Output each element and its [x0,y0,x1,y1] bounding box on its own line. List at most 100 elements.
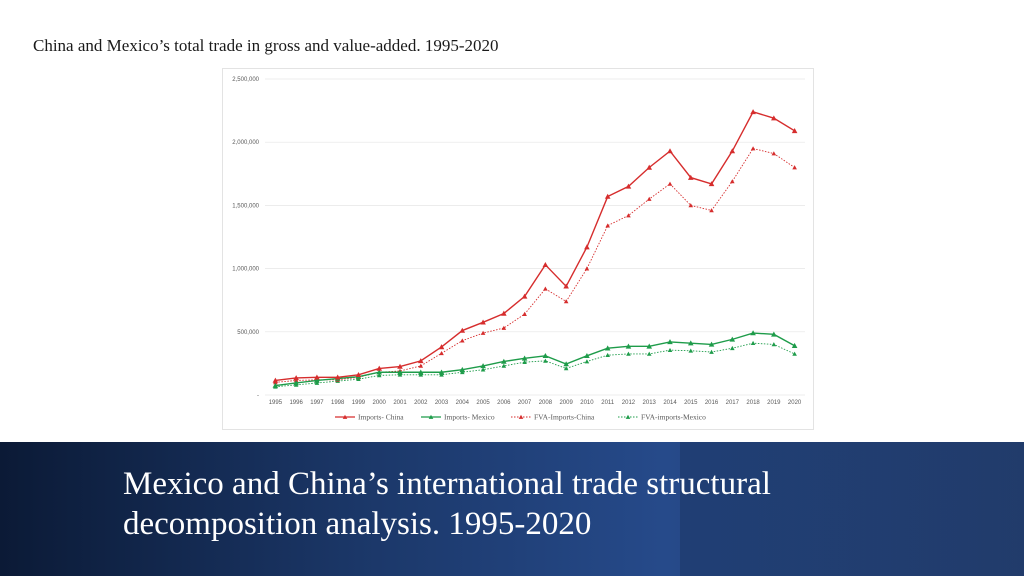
series-line [275,111,795,382]
data-point [584,353,590,359]
data-point [750,146,756,151]
x-tick-label: 2001 [393,400,407,406]
data-point [792,165,797,170]
data-point [293,380,299,386]
data-point [771,342,777,347]
legend-item-fva-imports-china: FVA-Imports-China [511,413,595,422]
data-point [542,353,549,359]
data-point [688,203,694,208]
x-tick-label: 2005 [476,400,490,406]
data-point [730,345,735,351]
data-point [480,363,486,369]
data-point [667,347,673,352]
data-point [376,369,383,375]
x-tick-label: 2002 [414,400,428,406]
data-point [646,164,653,170]
x-tick-label: 1997 [310,400,324,406]
legend-label: FVA-imports-Mexico [641,413,706,422]
slide-title: China and Mexico’s total trade in gross … [33,36,499,55]
data-point [709,208,714,213]
data-point [521,293,528,299]
series-line [275,332,795,387]
data-point [792,351,797,356]
data-point [626,213,631,218]
x-axis-ticks: 1995 1996 1997 1998 1999 2000 2001 2002 2003 2004… [269,400,802,406]
x-tick-label: 1999 [352,400,366,406]
data-point [314,377,320,383]
series-line [275,148,795,383]
x-tick-label: 2015 [684,400,698,406]
legend-label: Imports- Mexico [444,413,495,422]
data-point [480,319,486,325]
data-point [543,358,548,363]
gridlines [265,78,805,396]
series-fva-imports-china [273,146,797,385]
data-point [584,359,590,364]
x-tick-label: 2013 [643,400,657,406]
data-point [543,286,548,291]
series-imports-china [272,109,798,383]
data-point [460,338,465,343]
data-point [542,262,549,268]
x-tick-label: 2012 [622,400,636,406]
legend-marker [428,414,434,419]
data-point [439,350,444,356]
x-tick-label: 2003 [435,400,449,406]
x-tick-label: 1995 [269,400,283,406]
data-point [646,343,653,349]
series-line [275,342,795,388]
data-point [417,358,424,364]
data-point [667,181,673,186]
data-point [750,330,756,336]
x-tick-label: 2000 [373,400,387,406]
data-point [563,299,569,304]
data-point [272,377,279,383]
y-tick-label: - [257,393,259,399]
data-point [314,380,320,385]
data-point [563,283,569,289]
x-tick-label: 2019 [767,400,781,406]
x-tick-label: 2004 [456,400,470,406]
data-point [397,369,403,375]
data-point [272,382,279,388]
data-point [459,366,466,372]
x-tick-label: 2008 [539,400,553,406]
data-point [791,128,798,134]
data-point [729,336,736,342]
data-point [522,359,527,364]
data-point [522,311,527,316]
x-tick-label: 2009 [559,400,573,406]
data-point [667,339,673,345]
trade-line-chart: - 500,000 1,000,000 1,500,000 2,000,000 2,500… [232,77,805,422]
data-point [417,369,424,375]
x-tick-label: 2006 [497,400,511,406]
legend-marker [518,414,524,419]
data-point [418,363,424,368]
data-point [501,325,507,330]
data-point [791,342,798,348]
data-point [438,369,445,375]
data-point [750,340,756,346]
data-point [604,193,611,199]
title-banner: Mexico and China’s international trade s… [0,442,1024,576]
data-point [625,343,632,349]
series-lines [272,109,798,389]
data-point [460,369,465,375]
data-point [688,348,694,353]
y-tick-label: 1,500,000 [232,203,259,209]
y-axis-ticks: - 500,000 1,000,000 1,500,000 2,000,000 2,500… [232,77,259,399]
data-point [771,331,777,337]
x-tick-label: 1998 [331,400,345,406]
data-point [376,365,383,371]
x-tick-label: 2016 [705,400,719,406]
banner-sheen [680,442,1024,576]
data-point [521,355,528,361]
legend-label: FVA-Imports-China [534,413,595,422]
x-tick-label: 2010 [580,400,594,406]
x-tick-label: 2011 [601,400,615,406]
x-tick-label: 2020 [788,400,802,406]
data-point [480,330,486,335]
data-point [439,372,444,377]
data-point [625,183,632,189]
data-point [626,351,631,356]
